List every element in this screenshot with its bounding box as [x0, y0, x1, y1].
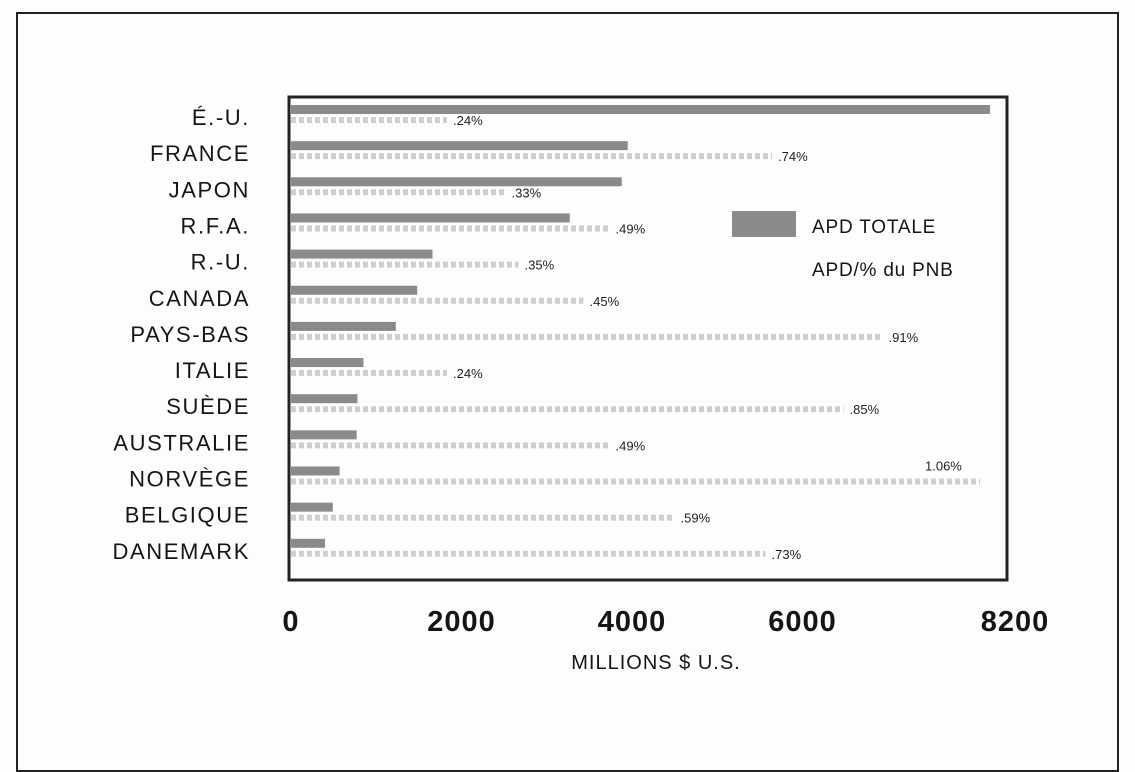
x-tick-label: 0 [282, 606, 299, 638]
pct-label: .33% [512, 185, 542, 200]
bar-total [291, 213, 570, 223]
x-tick-label: 4000 [598, 606, 667, 638]
bar-total [291, 321, 396, 331]
category-label: PAYS-BAS [130, 322, 250, 347]
chart: .24% .74% .33% .49% .35% .45% .91% .24% .85% .49%… [113, 95, 1050, 674]
category-label: ITALIE [175, 358, 250, 383]
pct-label: .24% [453, 113, 483, 128]
category-label: SUÈDE [166, 394, 250, 419]
category-label: BELGIQUE [125, 503, 250, 528]
plot-area [287, 95, 1009, 582]
bar-total [291, 502, 333, 512]
x-tick-label: 2000 [427, 606, 496, 638]
bar-total [291, 538, 326, 548]
category-label: R.F.A. [181, 213, 251, 238]
pct-label: .91% [889, 330, 919, 345]
bar-total [291, 249, 433, 259]
legend-label-total: APD TOTALE [812, 217, 936, 238]
category-label: É.-U. [192, 105, 250, 130]
pct-label: .49% [616, 438, 646, 453]
pct-label: .73% [772, 547, 802, 562]
pct-label: 1.06% [925, 459, 962, 474]
bars-group [291, 105, 990, 557]
category-label: R.-U. [191, 250, 250, 275]
bar-total [291, 466, 340, 476]
bar-total [291, 105, 990, 114]
chart-frame [16, 12, 1119, 772]
legend: APD TOTALE APD/% du PNB [732, 211, 954, 281]
bar-total [291, 177, 622, 187]
category-label: CANADA [149, 286, 250, 311]
category-label: JAPON [169, 177, 250, 202]
pct-label: .45% [590, 294, 620, 309]
legend-swatch-total [732, 211, 796, 237]
pct-label: .35% [525, 258, 555, 273]
pct-label: .49% [616, 221, 646, 236]
category-label: AUSTRALIE [113, 430, 250, 455]
pct-labels-group: .24% .74% .33% .49% .35% .45% .91% .24% .85% .49%… [453, 113, 962, 562]
bar-total [291, 430, 357, 440]
pct-label: .74% [778, 149, 808, 164]
x-ticks-group: 0 2000 4000 6000 8200 [282, 606, 1050, 638]
category-label: NORVÈGE [129, 467, 250, 492]
category-label: DANEMARK [113, 539, 251, 564]
legend-label-pct: APD/% du PNB [812, 260, 954, 281]
pct-label: .24% [453, 366, 483, 381]
x-axis-label: MILLIONS $ U.S. [571, 652, 741, 674]
bar-total [291, 141, 628, 151]
pct-label: .85% [850, 402, 880, 417]
bar-total [291, 394, 358, 404]
x-tick-label: 6000 [768, 606, 837, 638]
category-labels-group: É.-U. FRANCE JAPON R.F.A. R.-U. CANADA PAYS-BA… [113, 105, 251, 564]
bar-total [291, 358, 364, 368]
category-label: FRANCE [150, 141, 250, 166]
x-tick-label: 8200 [981, 606, 1050, 638]
pct-label: .59% [681, 511, 711, 526]
bar-total [291, 285, 418, 295]
